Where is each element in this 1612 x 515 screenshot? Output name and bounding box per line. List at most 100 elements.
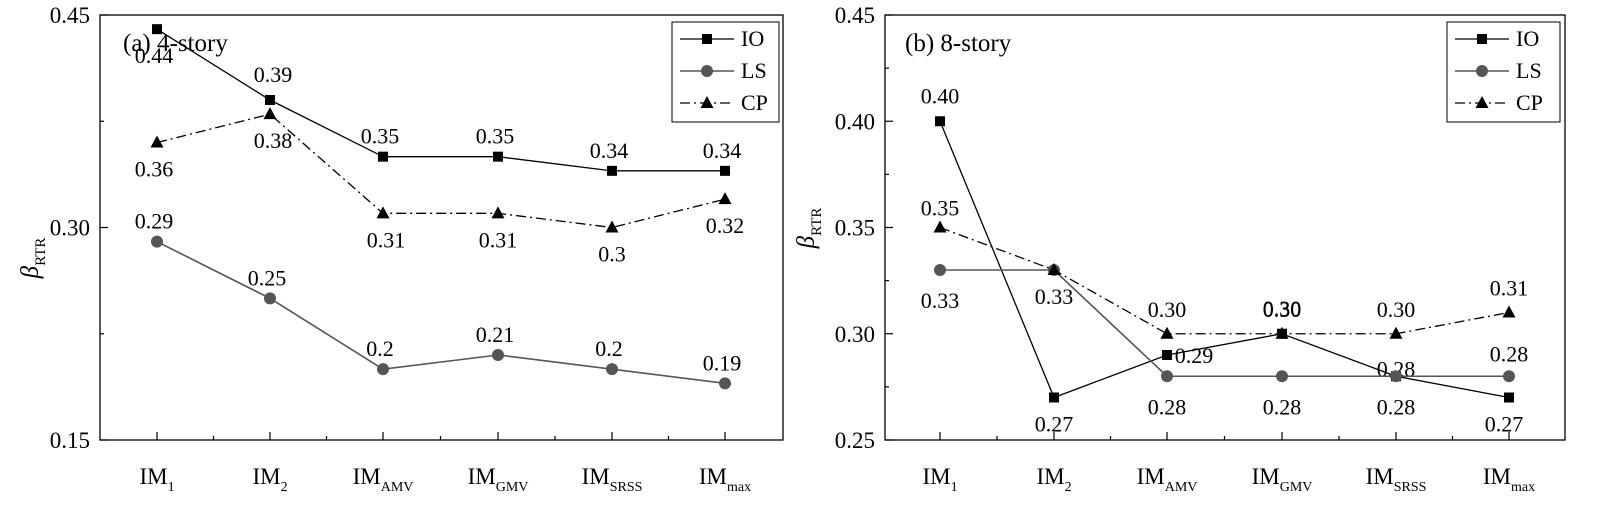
data-label-cp: 0.30 [1263,297,1302,322]
data-point-ls [264,292,276,305]
series-line-io [939,121,1510,399]
data-point-cp [933,220,947,233]
data-point-io [720,165,730,176]
legend: IO LS CP [1446,21,1561,123]
data-point-ls [1503,370,1515,383]
data-point-ls [377,363,389,376]
data-label-cp: 0.36 [135,157,174,182]
x-category-label: IMAMV [1137,464,1198,495]
panel-title: (a) 4-story [123,30,228,57]
legend-marker-io [702,34,712,44]
data-label-ls: 0.33 [921,288,960,313]
series-line-ls [940,269,1509,378]
data-point-cp [605,220,619,233]
data-label-ls: 0.28 [1377,394,1416,419]
data-label-ls: 0.29 [135,209,174,234]
panel-4-story: 0.15 0.30 0.45 IM1 IM2 IMAMV IMGMV IMSRSS IMmax (… [17,3,784,495]
data-label-cp: 0.31 [1490,276,1529,301]
y-tick-label: 0.40 [835,109,875,134]
data-label-cp: 0.30 [1148,297,1187,322]
data-point-ls [492,349,504,361]
data-point-cp [1160,326,1174,339]
legend-label-ls: LS [1516,58,1542,83]
series-line-cp [156,113,726,229]
data-label-cp: 0.35 [921,196,960,221]
y-tick-label: 0.35 [835,216,875,241]
x-category-label: IMAMV [353,464,414,495]
data-label-io: 0.34 [703,138,742,163]
data-label-ls: 0.28 [1263,394,1302,419]
data-point-ls [606,363,618,376]
series-io: 0.40 0.27 0.29 0.30 0.28 0.27 [921,83,1524,436]
data-point-io [1049,392,1059,403]
series-ls: 0.29 0.25 0.2 0.21 0.2 0.19 [135,209,742,390]
data-point-io [378,151,388,162]
data-point-io [152,24,162,35]
data-label-io: 0.35 [476,124,515,149]
data-label-ls: 0.25 [248,265,287,290]
data-label-io: 0.27 [1485,412,1524,437]
data-point-io [265,95,275,105]
data-point-ls [1276,370,1288,383]
data-label-ls: 0.2 [366,336,394,361]
data-label-ls: 0.28 [1148,394,1187,419]
legend-marker-io [1477,34,1487,44]
legend-label-io: IO [1516,26,1539,51]
x-category-label: IMGMV [468,464,529,495]
data-label-cp: 0.30 [1377,297,1416,322]
data-label-io: 0.44 [135,43,174,68]
series-ls: 0.33 0.33 0.28 0.28 0.28 0.28 [921,264,1529,419]
y-axis-label: βRTR [17,238,49,280]
data-point-ls [1390,370,1402,383]
data-label-io: 0.34 [590,138,629,163]
data-label-cp: 0.31 [367,227,406,252]
data-point-cp [376,206,390,219]
series-io: 0.44 0.39 0.35 0.35 0.34 0.34 [135,24,742,176]
y-tick-label: 0.25 [835,428,875,453]
x-category-label: IMSRSS [582,464,643,495]
x-category-label: IM1 [139,464,174,495]
data-label-ls: 0.21 [476,322,515,347]
x-category-label: IM1 [922,464,957,495]
legend-box [1446,21,1561,123]
data-point-cp [263,107,277,120]
data-label-ls: 0.28 [1490,341,1529,366]
data-point-io [1162,350,1172,360]
data-label-io: 0.30 [1263,296,1302,321]
y-tick-label: 0.15 [50,428,90,453]
data-point-ls [1161,370,1173,383]
data-point-ls [719,377,731,390]
panel-title: (b) 8-story [905,30,1012,57]
x-category-label: IMSRSS [1366,464,1427,495]
data-point-cp [1502,305,1516,318]
data-point-io [493,151,503,162]
legend-label-ls: LS [741,58,767,83]
series-cp: 0.36 0.38 0.31 0.31 0.3 0.32 [135,107,744,267]
legend-marker-ls [1476,65,1488,77]
data-point-io [935,116,945,127]
y-tick-label: 0.45 [50,3,90,28]
data-point-ls [151,235,163,248]
data-label-io: 0.40 [921,83,960,108]
data-label-io: 0.29 [1175,343,1214,368]
series-line-io [156,28,725,172]
x-category-label: IM2 [252,464,287,495]
data-label-ls: 0.19 [703,350,742,375]
data-label-cp: 0.38 [254,128,293,153]
panel-8-story: 0.25 0.30 0.35 0.40 0.45 IM1 IM2 IMAMV IMGMV IMSR… [793,3,1566,495]
y-tick-label: 0.30 [50,216,90,241]
data-label-io: 0.27 [1035,412,1074,437]
data-label-ls: 0.2 [595,336,623,361]
series-line-cp [939,226,1510,335]
y-tick-label: 0.30 [835,322,875,347]
data-label-cp: 0.31 [479,227,518,252]
data-point-io [607,165,617,176]
data-point-io [1504,392,1514,403]
data-point-cp [1047,263,1061,275]
x-category-label: IMGMV [1252,464,1313,495]
series-cp: 0.35 0.30 0.30 0.30 0.31 [921,196,1529,339]
data-label-ls: 0.33 [1035,284,1074,309]
data-label-io: 0.39 [254,62,293,87]
data-point-cp [1389,326,1403,339]
x-category-label: IMmax [1483,464,1535,495]
